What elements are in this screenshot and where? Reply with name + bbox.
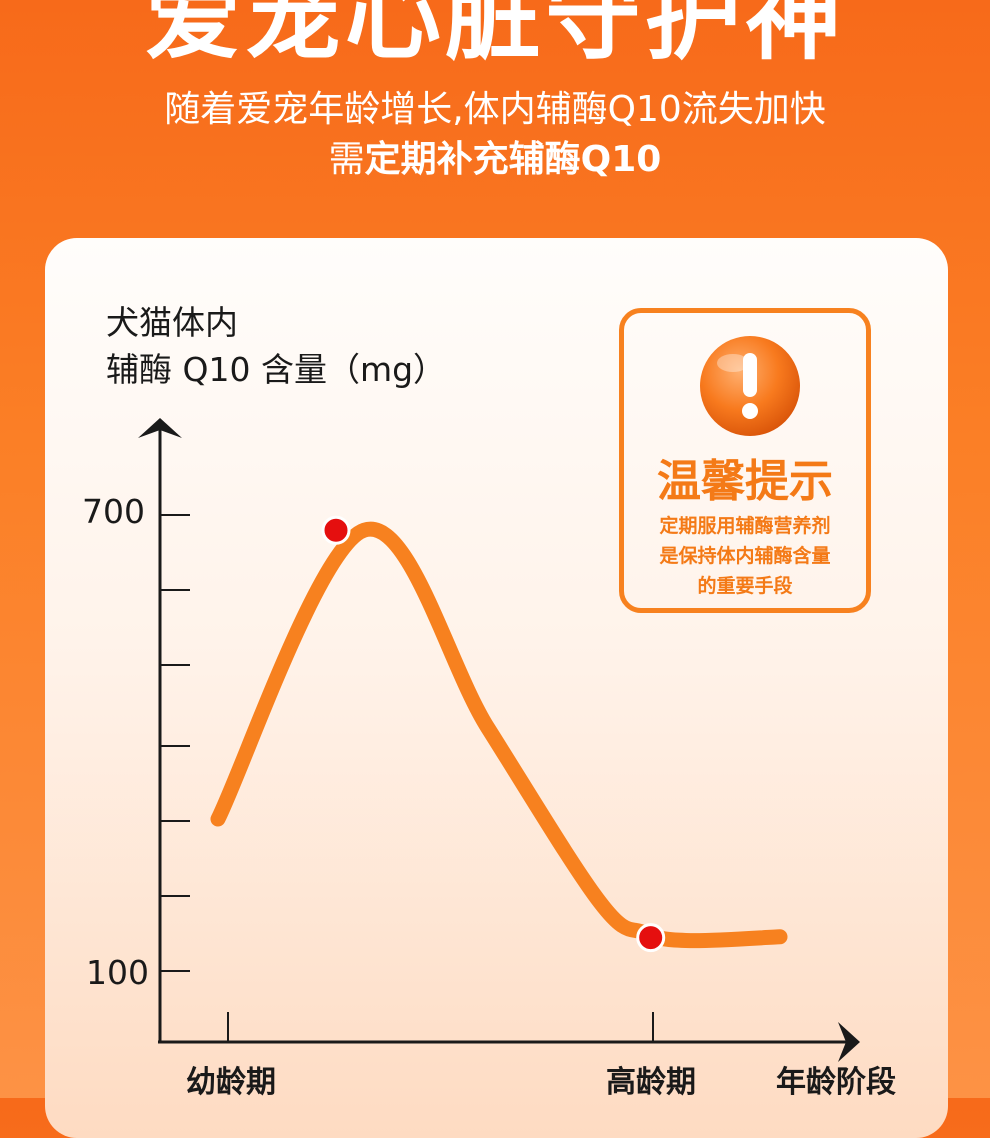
x-tick-label-senior: 高龄期: [606, 1065, 696, 1100]
highlight-point: [321, 515, 351, 545]
subtitle-line-1: 随着爱宠年龄增长,体内辅酶Q10流失加快: [164, 89, 826, 130]
x-axis-label: 年龄阶段: [776, 1065, 896, 1100]
subtitle-line-2: 需定期补充辅酶Q10: [0, 138, 990, 182]
y-axis-arrow: [138, 418, 182, 438]
tip-line: 定期服用辅酶营养剂: [659, 515, 831, 537]
tip-box: 温馨提示 定期服用辅酶营养剂 是保持体内辅酶含量 的重要手段: [619, 308, 871, 613]
chart-svg: [138, 418, 860, 1062]
y-axis-label-line-1: 犬猫体内: [106, 303, 238, 342]
exclamation-icon: [700, 336, 800, 436]
x-tick-label-juvenile: 幼龄期: [186, 1065, 276, 1100]
subtitle-emphasis: 定期补充辅酶Q10: [364, 139, 662, 180]
tip-line: 的重要手段: [697, 575, 793, 597]
y-axis-label-line-2: 辅酶 Q10 含量（mg）: [106, 350, 447, 389]
highlight-point: [636, 923, 666, 953]
tip-body: 定期服用辅酶营养剂 是保持体内辅酶含量 的重要手段: [624, 511, 866, 601]
y-tick-label-700: 700: [82, 492, 145, 531]
series-line: [210, 521, 788, 949]
y-tick-label-100: 100: [86, 953, 149, 992]
tip-line: 是保持体内辅酶含量: [659, 545, 831, 567]
subtitle-prefix: 需: [328, 139, 365, 180]
x-axis-arrow: [838, 1022, 860, 1062]
tip-title: 温馨提示: [657, 456, 833, 507]
highlight-markers: [321, 515, 666, 953]
y-ticks: [160, 514, 190, 972]
page-title: 爱宠心脏守护神: [145, 0, 845, 73]
